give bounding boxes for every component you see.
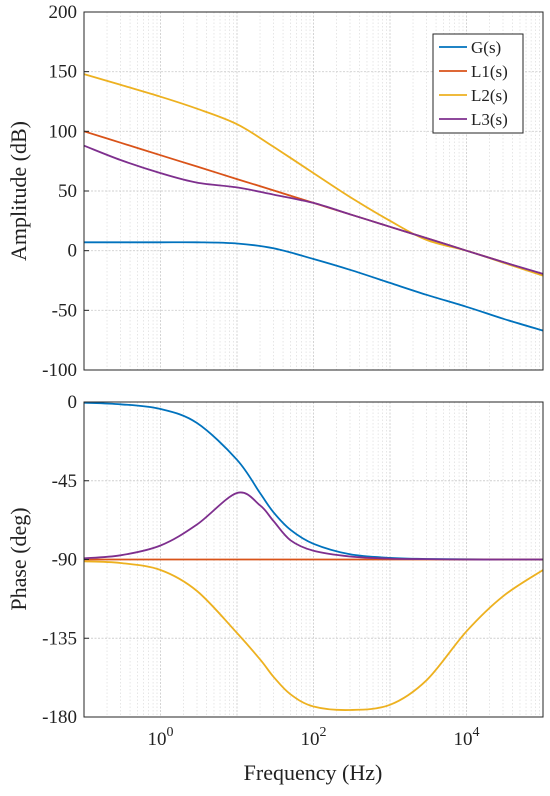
phase-y-tick-label: -45 — [52, 471, 77, 492]
amplitude-y-tick-label: -50 — [52, 300, 77, 321]
amplitude-y-axis-label: Amplitude (dB) — [6, 121, 31, 261]
amplitude-y-tick-label: 150 — [49, 62, 78, 83]
amplitude-y-tick-label: 100 — [49, 121, 78, 142]
frequency-x-tick-label: 104 — [454, 725, 480, 750]
phase-traces — [83, 401, 544, 711]
x-tick-exponent: 0 — [167, 725, 174, 740]
amplitude-traces — [83, 73, 544, 332]
legend-entry-label: L1(s) — [471, 62, 508, 81]
phase-trace-l2s — [83, 560, 544, 711]
frequency-x-ticks: 100 102 104 — [148, 725, 480, 750]
frequency-x-tick-label: 100 — [148, 725, 174, 750]
legend-entry-label: G(s) — [471, 38, 501, 57]
phase-y-ticks: -180 -135 -90 -45 0 — [42, 392, 89, 728]
x-tick-base: 10 — [148, 729, 167, 750]
x-tick-base: 10 — [301, 729, 320, 750]
amplitude-y-tick-label: 200 — [49, 2, 78, 23]
phase-y-tick-label: -180 — [42, 707, 77, 728]
legend: G(s) L1(s) L2(s) L3(s) — [432, 33, 524, 134]
legend-entry-label: L3(s) — [471, 110, 508, 129]
phase-y-tick-label: -135 — [42, 628, 77, 649]
amplitude-y-tick-label: 0 — [68, 241, 78, 262]
amplitude-trace-gs — [83, 241, 544, 332]
legend-box — [432, 33, 524, 134]
x-tick-exponent: 2 — [320, 725, 327, 740]
phase-trace-l3s — [83, 491, 543, 561]
x-tick-exponent: 4 — [473, 725, 480, 740]
phase-y-tick-label: 0 — [68, 392, 78, 413]
phase-panel: -180-135-90-450 100 102 104 Phase (deg) Fr… — [6, 392, 544, 785]
frequency-x-axis-label: Frequency (Hz) — [244, 760, 383, 785]
legend-entry-label: L2(s) — [471, 86, 508, 105]
amplitude-y-tick-label: -100 — [42, 360, 77, 381]
frequency-x-tick-label: 102 — [301, 725, 327, 750]
phase-y-tick-label: -90 — [52, 550, 77, 571]
amplitude-y-tick-label: 50 — [58, 181, 77, 202]
x-tick-base: 10 — [454, 729, 473, 750]
amplitude-y-ticks: -100 -50 0 50 100 150 200 — [42, 2, 89, 381]
phase-y-axis-label: Phase (deg) — [6, 507, 31, 610]
amplitude-trace-l3s — [83, 144, 544, 275]
